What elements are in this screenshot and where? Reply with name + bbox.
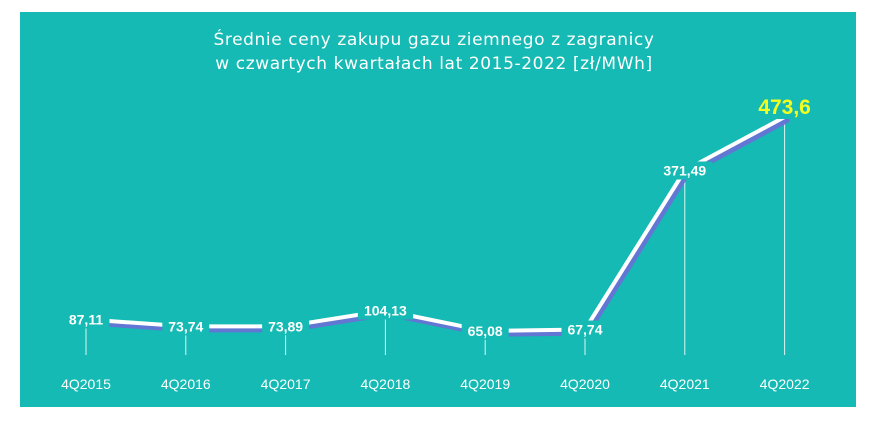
data-label-backing	[162, 317, 210, 336]
drop-lines	[85, 123, 786, 355]
data-label-backing	[657, 161, 713, 180]
x-tick-label-4q2016: 4Q2016	[161, 376, 211, 392]
data-label-4q2017: 73,89	[268, 318, 303, 334]
line-chart: Średnie ceny zakupu gazu ziemnego z zagr…	[61, 28, 819, 392]
series-path	[84, 115, 787, 333]
data-label-backing	[357, 301, 413, 320]
x-tick-label-4q2020: 4Q2020	[560, 376, 610, 392]
data-labels: 87,11 73,74 73,89 104,13 65,08 67,74 371,49 473…	[62, 95, 819, 340]
data-label-4q2019: 65,08	[468, 323, 503, 339]
chart-panel: Średnie ceny zakupu gazu ziemnego z zagr…	[20, 12, 856, 407]
data-label-4q2016: 73,74	[168, 318, 203, 334]
x-tick-label-4q2021: 4Q2021	[660, 376, 710, 392]
data-label-backing	[750, 95, 819, 119]
data-label-backing	[62, 310, 110, 329]
x-tick-label-4q2018: 4Q2018	[360, 376, 410, 392]
data-label-backing	[461, 321, 509, 340]
x-tick-label-4q2019: 4Q2019	[460, 376, 510, 392]
data-label-4q2022: 473,6	[758, 96, 811, 119]
x-tick-label-4q2015: 4Q2015	[61, 376, 111, 392]
x-axis-tick-labels: 4Q2015 4Q2016 4Q2017 4Q2018 4Q2019 4Q2020 4Q20…	[61, 376, 810, 392]
chart-title-line-1: Średnie ceny zakupu gazu ziemnego z zagr…	[213, 28, 654, 50]
series-shadow	[86, 118, 790, 337]
chart-title-line-2: w czwartych kwartałach lat 2015-2022 [zł…	[215, 54, 652, 74]
x-tick-label-4q2017: 4Q2017	[261, 376, 311, 392]
data-label-4q2021: 371,49	[663, 163, 706, 179]
series-shadow-path	[86, 118, 790, 337]
data-label-4q2015: 87,11	[69, 311, 103, 327]
data-label-4q2020: 67,74	[567, 322, 602, 338]
data-label-backing	[262, 317, 310, 336]
data-label-backing	[561, 320, 609, 339]
series-line	[84, 115, 787, 333]
x-tick-label-4q2022: 4Q2022	[760, 376, 810, 392]
data-label-4q2018: 104,13	[364, 303, 407, 319]
